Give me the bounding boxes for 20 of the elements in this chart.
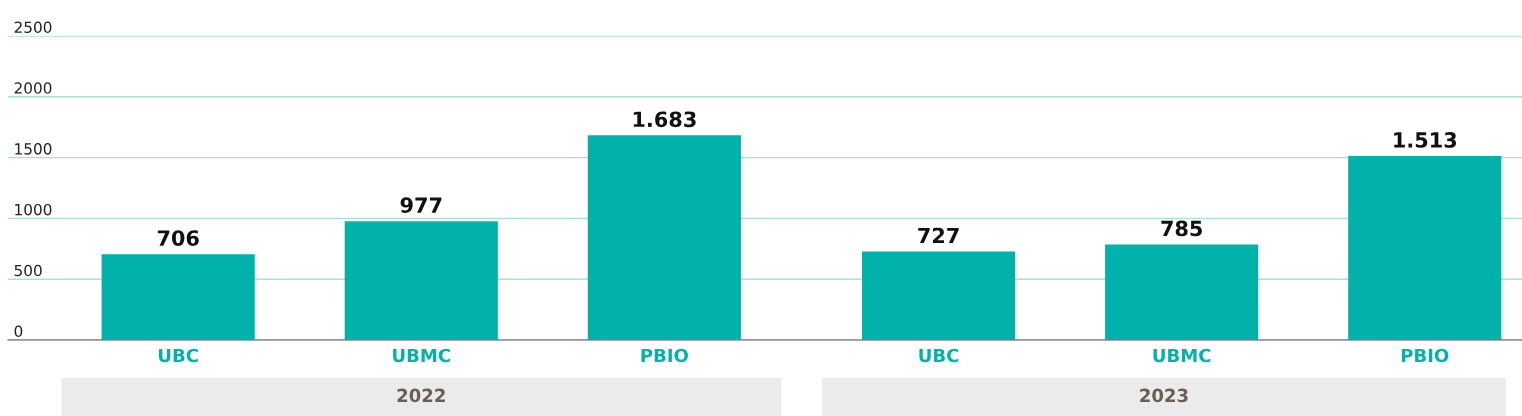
x-tick-label: UBC [919, 348, 959, 363]
data-label: 706 [157, 230, 199, 246]
data-label: 977 [400, 197, 442, 213]
x-tick-label: PBIO [1401, 348, 1449, 363]
y-tick-label: 500 [14, 264, 42, 277]
y-tick-label: 1000 [15, 203, 52, 216]
data-label: 1.513 [1394, 132, 1457, 148]
y-tick-label: 0 [14, 325, 23, 338]
x-tick-label: UBC [158, 348, 198, 363]
text: 2023 [1140, 388, 1188, 403]
y-tick-label: 1500 [15, 143, 52, 155]
x-tick-label: UBMC [1153, 348, 1211, 363]
x-tick-label: UBMC [393, 348, 450, 363]
data-label: 1.683 [633, 111, 696, 128]
y-tick-label: 2500 [14, 21, 52, 34]
x-tick-label: PBIO [641, 348, 688, 363]
data-label: 727 [918, 227, 959, 244]
text: 2022 [397, 388, 445, 403]
y-tick-label: 2000 [14, 82, 52, 94]
data-label: 785 [1161, 220, 1202, 237]
